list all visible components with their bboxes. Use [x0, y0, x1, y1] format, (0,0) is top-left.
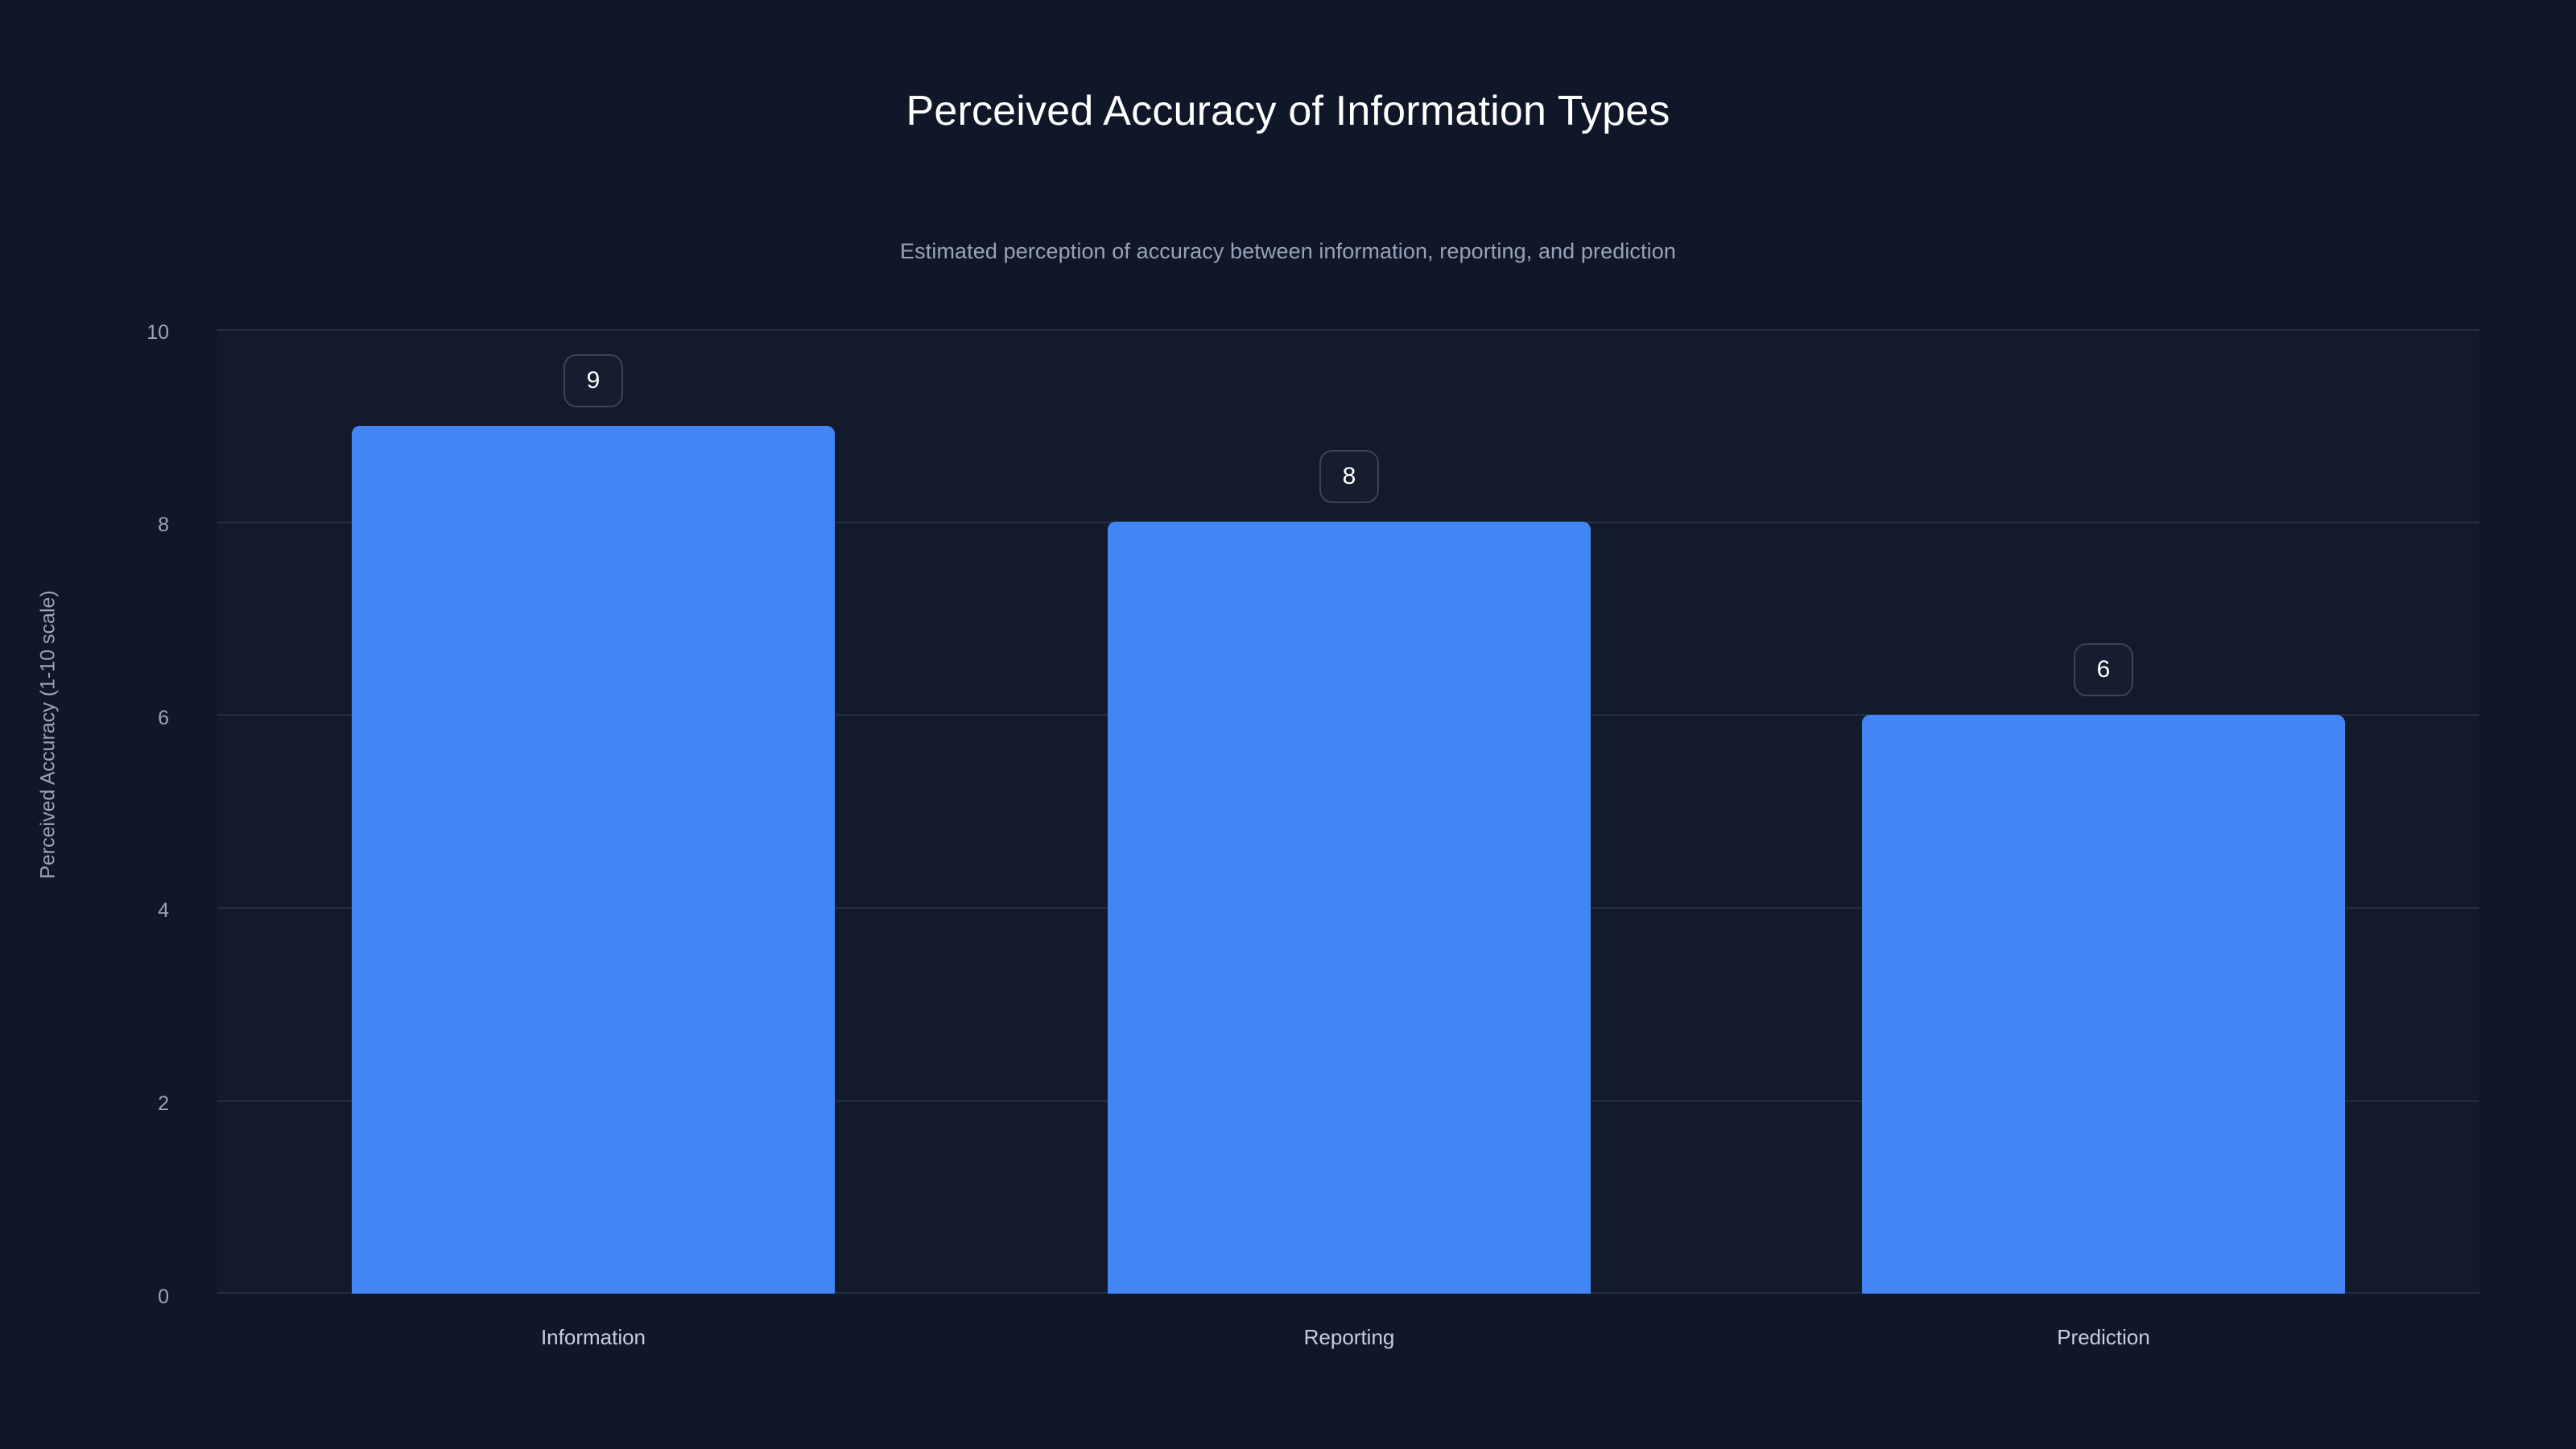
y-tick-label-0: 0 [158, 1286, 169, 1308]
y-tick-label-8: 8 [158, 514, 169, 536]
value-badge-prediction: 6 [2074, 643, 2133, 696]
value-badge-reporting-text: 8 [1342, 463, 1356, 489]
value-badge-information-text: 9 [586, 367, 601, 394]
value-badge-prediction-text: 6 [2096, 656, 2111, 683]
bar-information[interactable] [352, 426, 835, 1294]
bar-reporting[interactable] [1108, 522, 1591, 1294]
y-tick-label-4: 4 [158, 899, 169, 922]
value-badge-information: 9 [564, 354, 623, 407]
value-badge-reporting: 8 [1319, 450, 1379, 503]
x-tick-label-reporting: Reporting [1303, 1325, 1395, 1349]
y-tick-label-6: 6 [158, 707, 169, 729]
x-tick-label-information: Information [540, 1325, 646, 1349]
chart-title: Perceived Accuracy of Information Types [906, 88, 1670, 134]
y-tick-label-10: 10 [147, 321, 169, 344]
y-tick-label-2: 2 [158, 1092, 169, 1115]
gridline-10 [217, 329, 2479, 331]
bar-prediction[interactable] [1862, 715, 2345, 1294]
y-axis-title: Perceived Accuracy (1-10 scale) [36, 590, 60, 879]
x-tick-label-prediction: Prediction [2057, 1325, 2150, 1349]
chart-subtitle: Estimated perception of accuracy between… [900, 239, 1676, 263]
